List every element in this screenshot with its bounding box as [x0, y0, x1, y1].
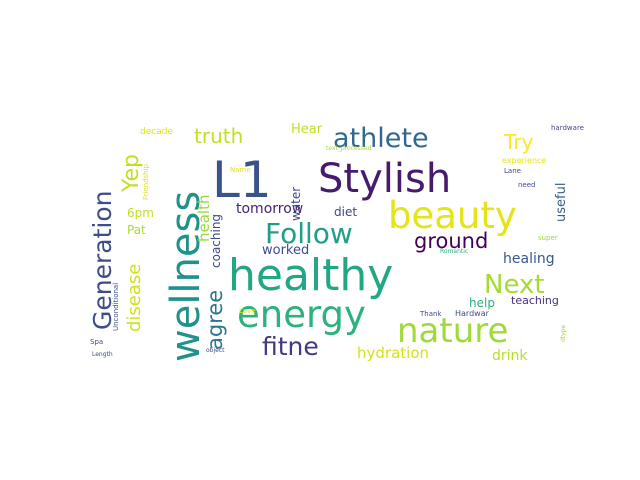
- word-hear: Hear: [291, 122, 323, 137]
- word-need: need: [518, 181, 536, 189]
- word-water: water: [289, 187, 303, 221]
- word-coaching: coaching: [209, 214, 223, 268]
- word-agree: agree: [203, 290, 227, 350]
- word-diet: diet: [334, 205, 357, 219]
- word-ground: ground: [414, 229, 488, 253]
- word-length: Length: [92, 351, 113, 358]
- word-truth: truth: [194, 124, 243, 148]
- word-fitne: fitne: [262, 332, 319, 361]
- word-athlete: athlete: [333, 123, 429, 154]
- word-follow: Follow: [265, 217, 353, 250]
- word-lane: Lane: [504, 167, 521, 175]
- word-text-processed: text_processed: [326, 145, 372, 152]
- word-worked: worked: [262, 243, 309, 258]
- word-healthy: healthy: [228, 250, 393, 301]
- word-health: health: [195, 195, 213, 242]
- word-object: object: [206, 347, 225, 354]
- word-try: Try: [503, 130, 534, 154]
- word-decade: decade: [140, 127, 173, 137]
- word-help: help: [469, 296, 495, 310]
- word-useful: useful: [554, 183, 569, 222]
- word-hardware: hardware: [551, 124, 584, 132]
- word-drink: drink: [492, 348, 528, 364]
- word-hydration: hydration: [357, 344, 429, 362]
- word-spa: Spa: [90, 338, 103, 346]
- word-generation: Generation: [88, 191, 117, 330]
- word-nature: nature: [397, 311, 508, 351]
- word-tomorrow: tomorrow: [236, 201, 303, 217]
- word-hardwar: Hardwar: [455, 309, 490, 318]
- word-l1: L1: [212, 151, 272, 209]
- word-healing: healing: [503, 251, 555, 267]
- word-6pm: 6pm: [127, 206, 154, 220]
- word-friendship: Friendship: [142, 163, 150, 200]
- word-name: Name: [230, 166, 251, 174]
- word-wellness: wellness: [163, 191, 209, 362]
- word-thank: Thank: [419, 310, 442, 318]
- word-beauty: beauty: [388, 194, 517, 237]
- word-love: Love: [239, 307, 256, 315]
- word-unconditional: Unconditional: [112, 283, 120, 331]
- word-super: super: [538, 234, 558, 242]
- word-romantic: Romantic: [440, 248, 468, 255]
- word-dtype: dtype: [560, 324, 567, 342]
- word-teaching: teaching: [511, 294, 559, 307]
- word-experience: experience: [502, 156, 546, 165]
- word-disease: disease: [124, 264, 145, 332]
- word-energy: energy: [237, 293, 366, 336]
- word-next: Next: [484, 270, 545, 300]
- word-yep: Yep: [119, 154, 144, 193]
- word-pat: Pat: [127, 223, 146, 237]
- word-stylish: Stylish: [318, 156, 451, 202]
